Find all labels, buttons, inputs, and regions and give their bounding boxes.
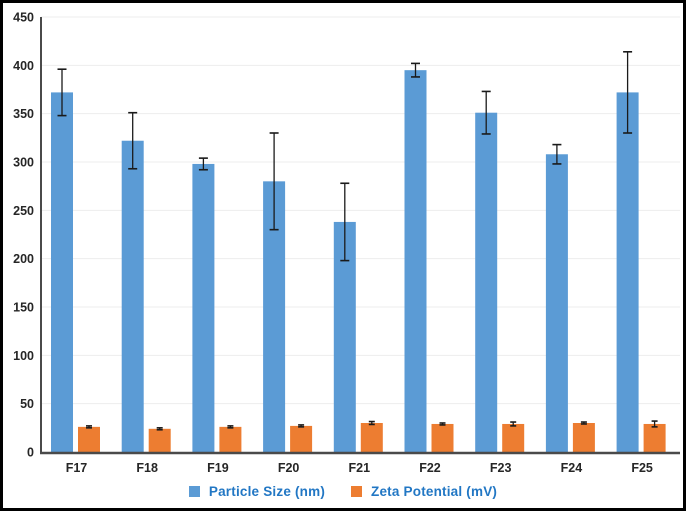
- x-axis-category-label-F17: F17: [66, 461, 88, 475]
- legend-item-particle-size: Particle Size (nm): [188, 484, 326, 499]
- bar-particle-size-F19: [192, 163, 215, 452]
- x-axis-category-label-F21: F21: [349, 461, 371, 475]
- plot-area: 0 50 100 150 200 250 300 350 400 450 F17 F18 F19 F20 F…: [13, 11, 680, 475]
- y-axis-tick-label-50: 50: [20, 397, 34, 411]
- x-axis-category-label-F20: F20: [278, 461, 300, 475]
- y-axis-tick-label-400: 400: [13, 59, 34, 73]
- bar-zeta-potential-F20: [290, 425, 313, 452]
- bar-zeta-potential-F25: [643, 423, 666, 452]
- y-axis-tick-label-350: 350: [13, 107, 34, 121]
- chart-legend: Particle Size (nm) Zeta Potential (mV): [3, 484, 683, 499]
- y-axis-tick-label-0: 0: [27, 446, 34, 460]
- bar-particle-size-F22: [404, 70, 427, 453]
- bar-zeta-potential-F17: [78, 426, 100, 452]
- x-axis-category-label-F19: F19: [207, 461, 229, 475]
- y-axis-tick-label-200: 200: [13, 252, 34, 266]
- bar-zeta-potential-F23: [502, 423, 525, 452]
- bar-particle-size-F23: [475, 112, 498, 452]
- bar-particle-size-F18: [121, 140, 144, 452]
- legend-item-zeta-potential: Zeta Potential (mV): [351, 484, 497, 499]
- y-axis-tick-label-100: 100: [13, 349, 34, 363]
- legend-swatch-zeta-potential-icon: [351, 486, 363, 497]
- legend-label-particle-size: Particle Size (nm): [208, 484, 326, 499]
- bar-particle-size-F17: [51, 92, 73, 453]
- x-axis-category-label-F24: F24: [561, 461, 583, 475]
- x-axis-category-label-F23: F23: [490, 461, 512, 475]
- bar-zeta-potential-F18: [148, 428, 171, 452]
- x-axis-category-label-F18: F18: [136, 461, 158, 475]
- x-axis-category-label-F25: F25: [631, 461, 653, 475]
- x-axis-category-label-F22: F22: [419, 461, 441, 475]
- legend-swatch-particle-size-icon: [188, 486, 200, 497]
- y-axis-tick-label-150: 150: [13, 301, 34, 315]
- bar-zeta-potential-F19: [219, 426, 242, 452]
- bar-particle-size-F25: [616, 92, 639, 453]
- bar-zeta-potential-F24: [572, 423, 595, 452]
- bar-particle-size-F21: [333, 221, 356, 452]
- bar-zeta-potential-F22: [431, 423, 454, 452]
- bar-zeta-potential-F21: [360, 423, 383, 452]
- y-axis-tick-label-300: 300: [13, 156, 34, 170]
- bar-particle-size-F20: [263, 181, 286, 453]
- legend-label-zeta-potential: Zeta Potential (mV): [371, 484, 498, 499]
- y-axis-tick-label-450: 450: [13, 11, 34, 25]
- bar-particle-size-F24: [545, 154, 568, 452]
- y-axis-tick-label-250: 250: [13, 204, 34, 218]
